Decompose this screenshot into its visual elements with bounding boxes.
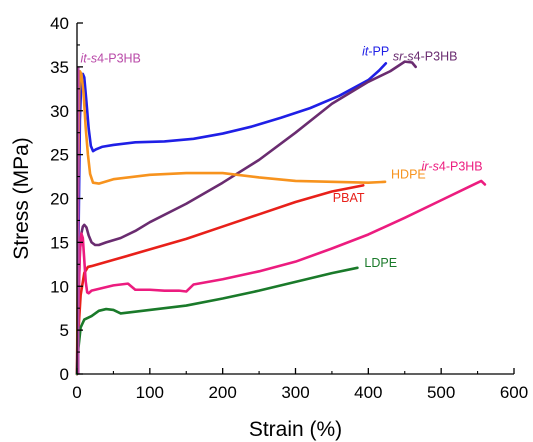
series-label-part: s [407, 50, 413, 64]
x-tick-label: 0 [72, 383, 81, 402]
y-tick-label: 40 [50, 14, 69, 33]
series-label: HDPE [391, 167, 426, 181]
series-line-pbat [75, 184, 365, 376]
x-tick-label: 500 [427, 383, 455, 402]
series-layer [75, 60, 487, 376]
series-label-part: ir [422, 159, 430, 173]
series-label-part: s [91, 51, 97, 65]
axes: 0 100 200 300 400 500 600 0 5 10 15 20 25 30 35 40 Str… [10, 14, 528, 441]
series-label-part: 4-P3HB [439, 159, 483, 173]
series-label-part: 4-P3HB [414, 50, 458, 64]
series-label: LDPE [364, 256, 397, 270]
x-axis-label: Strain (%) [249, 418, 342, 441]
series-line-sr-s4-p3hb [75, 60, 417, 376]
series-label-part: - [428, 159, 432, 173]
series-label-part: - [87, 51, 91, 65]
series-label-part: LDPE [364, 256, 397, 270]
series-label-part: it [80, 51, 87, 65]
series-label-part: sr [393, 50, 404, 64]
x-tick-label: 100 [136, 383, 164, 402]
y-tick-label: 25 [50, 146, 69, 165]
y-tick-label: 10 [50, 277, 69, 296]
series-line-ir-s4-p3hb [75, 179, 487, 376]
series-label: PBAT [333, 191, 365, 205]
series-label: sr-s4-P3HB [393, 50, 458, 64]
y-tick-label: 0 [60, 365, 69, 384]
series-line-ldpe [75, 266, 359, 376]
y-tick-label: 15 [50, 233, 69, 252]
x-tick-label: 300 [281, 383, 309, 402]
series-label-part: s [433, 159, 439, 173]
series-label-layer: it-PP sr-s4-P3HBHDPEPBATir-s4-P3HBLDPEit-… [80, 44, 482, 269]
y-tick-label: 5 [60, 321, 69, 340]
series-label-part: HDPE [391, 167, 426, 181]
x-tick-label: 400 [354, 383, 382, 402]
series-label: it-s4-P3HB [80, 51, 140, 65]
series-label-part: it [362, 44, 369, 58]
x-tick-label: 600 [500, 383, 528, 402]
y-tick-label: 30 [50, 102, 69, 121]
series-label: ir-s4-P3HB [422, 159, 483, 173]
series-label-part: - [403, 50, 407, 64]
y-tick-label: 35 [50, 58, 69, 77]
series-line-it-pp [75, 62, 388, 376]
series-label-part: 4-P3HB [97, 51, 141, 65]
series-label-part: PBAT [333, 191, 365, 205]
y-tick-label: 20 [50, 190, 69, 209]
series-label: it-PP [362, 44, 389, 58]
x-axis-ticks: 0 100 200 300 400 500 600 [72, 368, 528, 402]
y-axis-label: Stress (MPa) [10, 137, 33, 260]
y-axis-ticks: 0 5 10 15 20 25 30 35 40 [50, 14, 83, 384]
x-tick-label: 200 [208, 383, 236, 402]
series-label-part: -PP [368, 44, 389, 58]
